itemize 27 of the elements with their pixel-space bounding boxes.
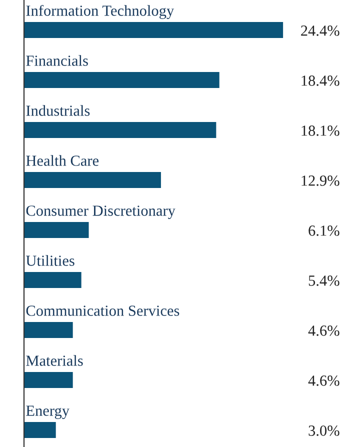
bar — [24, 172, 161, 188]
y-tick-label: Communication Services — [26, 306, 180, 316]
y-tick-label: Utilities — [26, 255, 74, 266]
y-tick-label: Materials — [26, 355, 83, 366]
data-label: 18.4% — [302, 76, 340, 86]
data-label: 18.1% — [302, 126, 340, 136]
y-tick-label: Industrials — [26, 105, 90, 116]
bar — [24, 322, 73, 338]
data-label: 4.6% — [308, 376, 340, 386]
bar — [24, 22, 284, 38]
y-tick-label: Information Technology — [26, 4, 174, 19]
bar — [24, 372, 73, 388]
data-label: 4.6% — [308, 326, 340, 336]
bar — [24, 272, 82, 288]
y-tick-label: Health Care — [26, 155, 99, 166]
data-label: 12.9% — [302, 176, 340, 186]
y-tick-label: Energy — [26, 406, 70, 419]
data-label: 6.1% — [308, 226, 340, 236]
bar — [24, 122, 216, 138]
y-tick-label: Financials — [26, 55, 88, 66]
bar — [24, 422, 56, 438]
bar — [24, 72, 220, 88]
y-tick-label: Consumer Discretionary — [26, 206, 176, 219]
bar — [24, 222, 89, 238]
data-label: 24.4% — [301, 26, 340, 36]
data-label: 5.4% — [308, 276, 340, 286]
data-label: 3.0% — [308, 426, 340, 436]
